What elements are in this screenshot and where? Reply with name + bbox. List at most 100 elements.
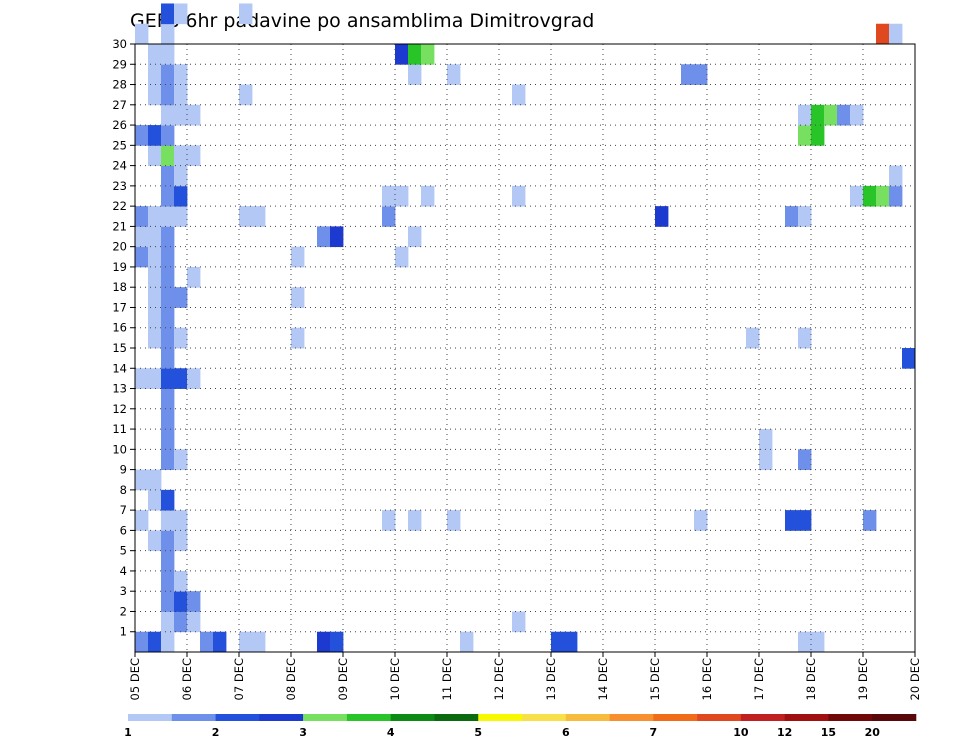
heatmap-cell [889,185,903,207]
heatmap-cell [850,185,864,207]
heatmap-cell [174,570,188,592]
heatmap-cell [161,348,175,369]
x-tick-label: 13 DEC [544,658,558,700]
heatmap-cell [161,145,175,166]
y-tick-label: 13 [112,382,127,396]
y-tick-label: 18 [112,280,127,294]
heatmap-cell [460,631,474,653]
heatmap-cell [161,206,175,227]
y-tick-label: 30 [112,37,127,51]
heatmap-cell [174,104,188,126]
heatmap-cell [798,206,812,227]
y-tick-label: 15 [112,341,127,355]
heatmap-cell [317,226,331,248]
heatmap-cell [785,206,799,227]
y-tick-label: 19 [112,260,127,274]
colorbar-label: 10 [733,726,749,739]
heatmap-cell [694,64,708,85]
heatmap-cell [174,449,188,470]
heatmap-cell [148,44,162,65]
heatmap-cell [551,631,565,653]
colorbar-label: 15 [821,726,836,739]
heatmap-cell [187,611,201,633]
y-tick-label: 21 [112,219,127,233]
y-tick-label: 28 [112,78,127,92]
grid-lines [135,44,915,652]
y-tick-label: 17 [112,300,127,314]
heatmap-cell [330,226,344,248]
x-tick-label: 16 DEC [700,658,714,700]
heatmap-cell [174,510,188,531]
heatmap-cell [187,368,201,389]
colorbar-segment [828,714,873,721]
heatmap-cell [850,104,864,126]
heatmap-cell [161,307,175,329]
heatmap-cell [395,246,409,268]
heatmap-cell [148,64,162,85]
heatmap-cell [811,104,825,126]
colorbar-label: 1 [124,726,132,739]
colorbar-segment [872,714,917,721]
y-tick-label: 14 [112,361,127,375]
x-tick-label: 15 DEC [648,658,662,700]
y-tick-label: 11 [112,422,127,436]
y-tick-label: 29 [112,57,127,71]
heatmap-cell [798,104,812,126]
heatmap-cell [785,510,799,531]
heatmap-cell [187,145,201,166]
heatmap-cell [161,591,175,612]
heatmap-cell [148,145,162,166]
y-tick-label: 8 [120,483,127,497]
x-tick-label: 17 DEC [752,658,766,700]
x-axis-ticks: 05 DEC 06 DEC 07 DEC 08 DEC 09 DEC 10 DEC 11 D… [128,652,922,700]
heatmap-cell [148,125,162,146]
heatmap-cell [889,165,903,187]
heatmap-cell [395,44,409,65]
y-tick-label: 22 [112,199,127,213]
heatmap-cell [798,510,812,531]
heatmap-cell [161,368,175,389]
heatmap-cell [863,510,877,531]
colorbar-segment [171,714,216,721]
heatmap-cell [200,631,214,653]
heatmap-cell [564,631,578,653]
heatmap-cell [408,44,422,65]
heatmap-cell [161,185,175,207]
heatmap-cell [824,104,838,126]
heatmap-cell [174,185,188,207]
y-tick-label: 23 [112,179,127,193]
heatmap-cell [174,145,188,166]
heatmap-cell [291,327,305,349]
colorbar-label: 7 [650,726,658,739]
heatmap-cell [161,125,175,146]
heatmap-cell [213,631,227,653]
y-tick-label: 27 [112,98,127,112]
heatmap-cell [694,510,708,531]
heatmap-cell [135,469,149,491]
heatmap-cell [161,408,175,430]
y-tick-label: 4 [120,564,127,578]
heatmap-cell [148,489,162,511]
x-tick-label: 19 DEC [856,658,870,700]
heatmap-cell [655,206,669,227]
heatmap-cell [135,246,149,268]
colorbar-label: 6 [562,726,570,739]
heatmap-cell [161,165,175,187]
heatmap-cell [876,23,890,45]
heatmap-cell [161,429,175,450]
x-tick-label: 12 DEC [492,658,506,700]
heatmap-cell [798,631,812,653]
colorbar-segment [522,714,567,721]
y-tick-label: 3 [120,584,127,598]
colorbar-segment [434,714,479,721]
heatmap-cell [161,64,175,85]
y-tick-label: 9 [120,463,127,477]
colorbar-segment [565,714,610,721]
heatmap-cell [759,429,773,450]
y-tick-label: 26 [112,118,127,132]
heatmap-cell [876,185,890,207]
colorbar-label: 12 [777,726,792,739]
colorbar-label: 20 [865,726,881,739]
heatmap-cell [135,125,149,146]
